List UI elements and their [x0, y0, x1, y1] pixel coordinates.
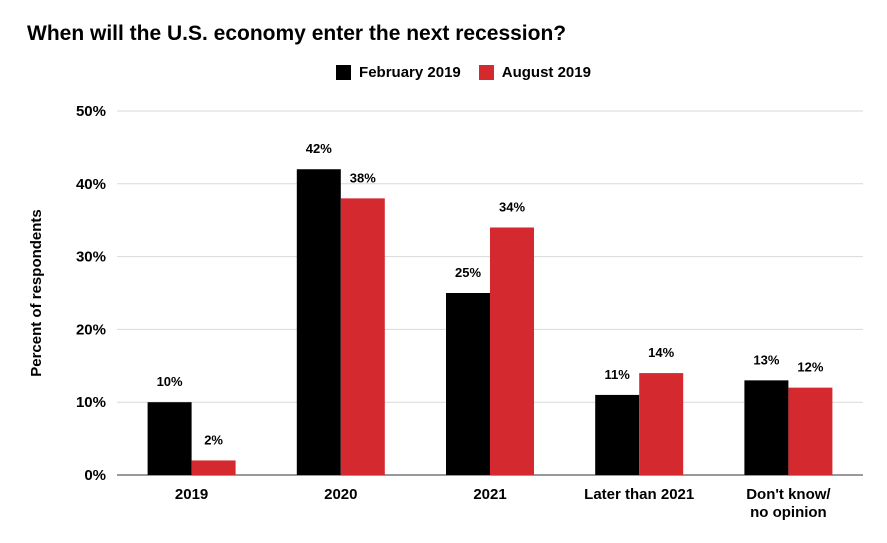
y-tick-label: 0%: [84, 467, 106, 484]
data-label: 11%: [605, 367, 631, 382]
chart-title: When will the U.S. economy enter the nex…: [27, 22, 567, 45]
legend-swatch-august-2019: [478, 65, 494, 80]
x-tick-label: Later than 2021: [584, 486, 694, 503]
data-label: 38%: [350, 170, 376, 185]
legend: February 2019 August 2019: [0, 64, 887, 81]
bar-august-2019: [788, 387, 833, 475]
x-tick-label-line: Don't know/: [746, 486, 831, 503]
x-tick-label-line: 2021: [473, 486, 506, 503]
y-axis-title: Percent of respondents: [28, 209, 45, 377]
y-tick-label: 40%: [76, 176, 106, 193]
data-label: 12%: [797, 360, 823, 375]
bar-august-2019: [490, 227, 534, 475]
bar-august-2019: [191, 460, 236, 475]
x-tick-label-line: no opinion: [750, 504, 827, 521]
x-tick-label-line: 2019: [175, 486, 208, 503]
y-tick-label: 50%: [76, 103, 106, 120]
data-label: 25%: [455, 265, 481, 280]
bar-february-2019: [296, 169, 341, 476]
x-tick-label: 2019: [175, 486, 208, 503]
bar-february-2019: [446, 293, 490, 475]
legend-item-august-2019: August 2019: [478, 64, 591, 81]
bar-february-2019: [147, 402, 192, 475]
data-label: 13%: [753, 352, 779, 367]
data-label: 42%: [306, 141, 332, 156]
y-tick-label: 20%: [76, 321, 106, 338]
y-tick-label: 30%: [76, 249, 106, 266]
data-label: 14%: [648, 345, 674, 360]
legend-label-february-2019: February 2019: [359, 64, 461, 81]
bar-august-2019: [639, 373, 684, 475]
legend-swatch-february-2019: [336, 65, 352, 80]
x-tick-label: 2021: [473, 486, 506, 503]
data-label: 34%: [499, 199, 525, 214]
bar-february-2019: [595, 394, 640, 475]
x-tick-label-line: 2020: [324, 486, 357, 503]
legend-item-february-2019: February 2019: [336, 64, 461, 81]
bar-august-2019: [340, 198, 385, 476]
x-tick-label-line: Later than 2021: [584, 486, 694, 503]
x-tick-label: 2020: [324, 486, 357, 503]
legend-label-august-2019: August 2019: [501, 64, 591, 81]
x-tick-label: Don't know/no opinion: [746, 486, 831, 521]
data-label: 10%: [157, 374, 183, 389]
data-label: 2%: [204, 432, 223, 447]
y-tick-label: 10%: [76, 394, 106, 411]
bar-february-2019: [744, 380, 789, 475]
